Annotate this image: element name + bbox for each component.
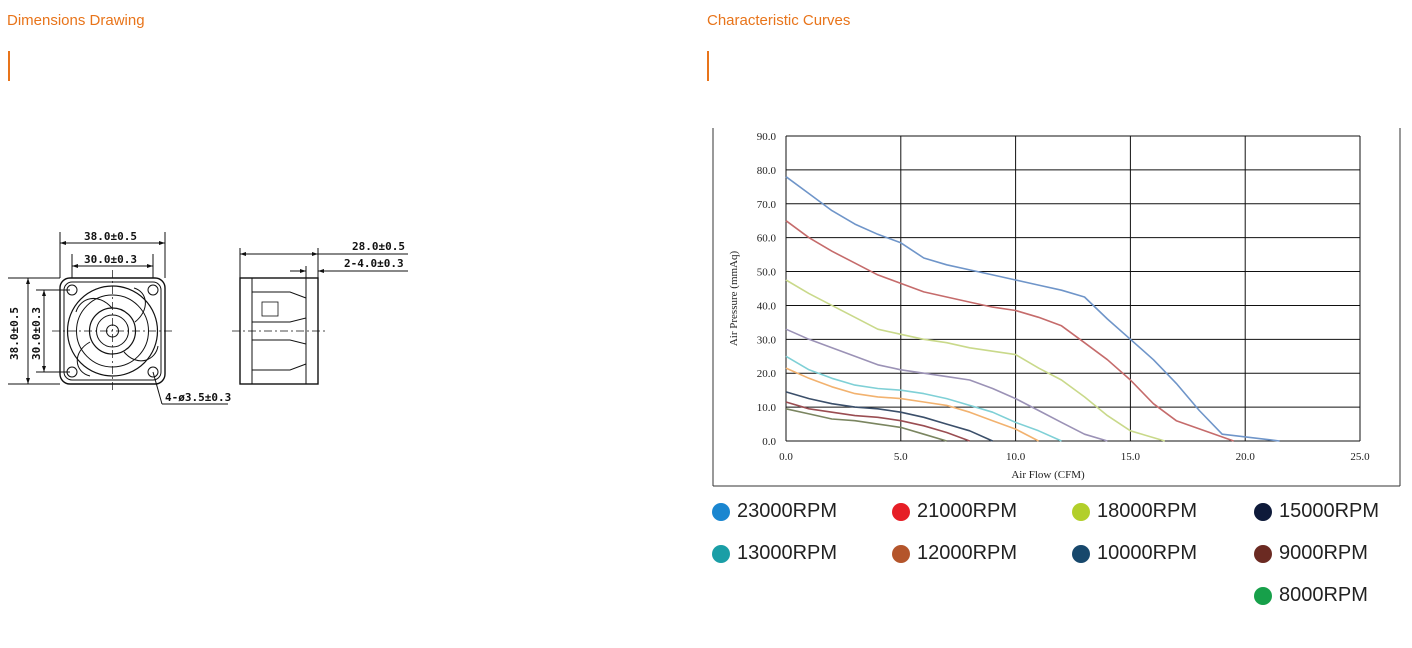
y-tick-label: 10.0 [757,402,777,414]
x-tick-label: 10.0 [1006,451,1026,463]
label-front-width-outer: 38.0±0.5 [84,230,137,243]
series-line-9000rpm [785,401,970,442]
fan-side-upper-contour [252,291,307,323]
arrow-sf-r [318,269,324,273]
legend-label: 18000RPM [1097,500,1198,522]
y-tick-label: 0.0 [762,436,776,448]
legend-dot-icon [712,544,730,563]
arrow-oh-t [26,278,30,284]
label-front-height-inner: 30.0±0.3 [30,307,43,360]
x-tick-label: 5.0 [894,451,908,463]
arrow-ih-t [42,290,46,296]
arrow-oh-b [26,378,30,384]
legend-dot-icon [1254,502,1272,521]
legend-item-8000rpm: 8000RPM [1254,584,1368,607]
arrow-iw-r [147,264,153,268]
series-line-15000rpm [785,328,1108,442]
legend-dot-icon [1254,544,1272,563]
legend-item-23000rpm: 23000RPM [712,500,837,523]
fan-side-lower-contour [252,339,307,371]
side-label-plate [261,301,279,317]
legend-item-9000rpm: 9000RPM [1254,542,1368,565]
legend-label: 21000RPM [917,500,1018,522]
fan-blade-1 [75,298,113,313]
series-line-23000rpm [785,176,1280,442]
legend-dot-icon [892,502,910,521]
legend-dot-icon [1254,586,1272,605]
legend-dot-icon [712,502,730,521]
legend-label: 10000RPM [1097,542,1198,564]
legend-dot-icon [1072,502,1090,521]
fan-blade-4 [76,341,91,377]
x-tick-label: 20.0 [1236,451,1256,463]
arrow-sf-l [300,269,306,273]
series-line-18000rpm [785,279,1166,442]
chart-legend: 23000RPM 21000RPM 18000RPM 15000RPM 13000RPM… [712,496,1412,616]
y-tick-label: 40.0 [757,300,777,312]
characteristic-curves-title: Characteristic Curves [707,12,851,29]
legend-label: 15000RPM [1279,500,1380,522]
dimensions-accent-bar [8,51,10,81]
legend-item-10000rpm: 10000RPM [1072,542,1197,565]
label-front-height-outer: 38.0±0.5 [8,307,21,360]
mount-hole-bl [66,366,78,378]
mount-hole-br [147,366,159,378]
arrow-ow-r [159,241,165,245]
y-tick-label: 20.0 [757,368,777,380]
series-line-12000rpm [785,367,1039,442]
series-line-13000rpm [785,355,1062,442]
series-line-8000rpm [785,408,947,442]
x-tick-label: 25.0 [1350,451,1370,463]
legend-label: 23000RPM [737,500,838,522]
fan-blade-2 [133,287,146,323]
arrow-sd-r [312,252,318,256]
y-tick-label: 80.0 [757,165,777,177]
y-tick-label: 70.0 [757,199,777,211]
legend-label: 12000RPM [917,542,1018,564]
y-tick-label: 30.0 [757,334,777,346]
legend-item-15000rpm: 15000RPM [1254,500,1379,523]
y-tick-label: 60.0 [757,233,777,245]
legend-dot-icon [1072,544,1090,563]
legend-item-13000rpm: 13000RPM [712,542,837,565]
arrow-ih-b [42,366,46,372]
x-tick-label: 0.0 [779,451,793,463]
chart-ylabel: Air Pressure (mmAq) [728,251,740,347]
dimensions-drawing: 38.0±0.5 30.0±0.3 38.0±0.5 30.0±0.3 4-ø3… [8,230,408,405]
legend-label: 13000RPM [737,542,838,564]
legend-item-18000rpm: 18000RPM [1072,500,1197,523]
characteristic-curves-chart: 0.010.020.030.040.050.060.070.080.090.0 … [712,128,1401,487]
label-hole: 4-ø3.5±0.3 [165,391,231,404]
arrow-iw-l [72,264,78,268]
arrow-sd-l [240,252,246,256]
mount-hole-tr [147,284,159,296]
arrow-ow-l [60,241,66,245]
fan-blade-3 [123,345,159,362]
hole-leader [152,371,163,405]
y-tick-label: 50.0 [757,267,777,279]
series-line-21000rpm [785,220,1234,442]
legend-label: 9000RPM [1279,542,1368,564]
series-line-10000rpm [785,391,993,442]
label-side-depth: 28.0±0.5 [352,240,405,253]
mount-hole-tl [66,284,78,296]
label-side-flange: 2-4.0±0.3 [344,257,404,270]
legend-item-21000rpm: 21000RPM [892,500,1017,523]
dimensions-drawing-title: Dimensions Drawing [7,12,145,29]
y-tick-label: 90.0 [757,131,777,143]
x-tick-label: 15.0 [1121,451,1141,463]
legend-dot-icon [892,544,910,563]
legend-label: 8000RPM [1279,584,1368,606]
chart-xlabel: Air Flow (CFM) [1011,469,1085,481]
label-front-width-inner: 30.0±0.3 [84,253,137,266]
legend-item-12000rpm: 12000RPM [892,542,1017,565]
curves-accent-bar [707,51,709,81]
